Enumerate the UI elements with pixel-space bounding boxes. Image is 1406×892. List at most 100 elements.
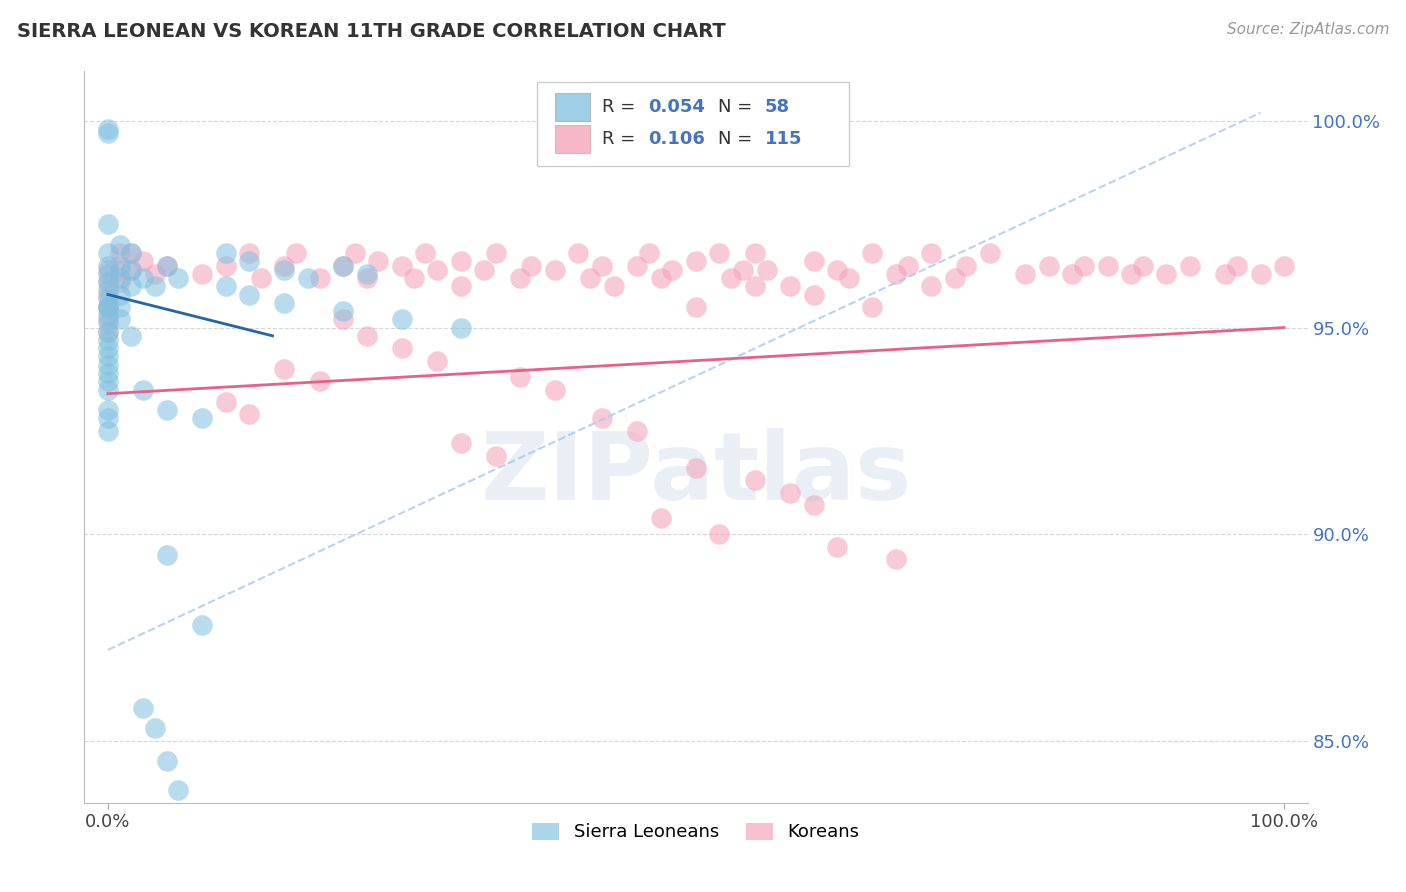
Koreans: [744, 246, 766, 260]
Koreans: [838, 271, 860, 285]
Sierra Leoneans: [156, 259, 179, 273]
Text: N =: N =: [718, 130, 758, 148]
Sierra Leoneans: [132, 383, 155, 397]
Koreans: [238, 246, 260, 260]
Koreans: [591, 259, 613, 273]
Koreans: [779, 486, 801, 500]
Koreans: [1121, 267, 1143, 281]
Sierra Leoneans: [97, 341, 120, 355]
Text: SIERRA LEONEAN VS KOREAN 11TH GRADE CORRELATION CHART: SIERRA LEONEAN VS KOREAN 11TH GRADE CORR…: [17, 22, 725, 41]
Koreans: [509, 271, 531, 285]
Koreans: [238, 408, 260, 422]
Sierra Leoneans: [97, 267, 120, 281]
Koreans: [720, 271, 742, 285]
Sierra Leoneans: [97, 217, 120, 231]
Sierra Leoneans: [108, 312, 131, 326]
Legend: Sierra Leoneans, Koreans: Sierra Leoneans, Koreans: [524, 815, 868, 848]
Koreans: [955, 259, 977, 273]
FancyBboxPatch shape: [537, 82, 849, 167]
Sierra Leoneans: [143, 722, 166, 736]
Koreans: [1132, 259, 1154, 273]
Koreans: [744, 279, 766, 293]
Koreans: [579, 271, 602, 285]
Koreans: [249, 271, 271, 285]
Bar: [555, 126, 589, 153]
Sierra Leoneans: [97, 403, 120, 417]
Sierra Leoneans: [108, 287, 131, 301]
Sierra Leoneans: [97, 333, 120, 347]
Koreans: [650, 510, 672, 524]
Koreans: [143, 267, 166, 281]
Koreans: [825, 262, 848, 277]
Koreans: [1014, 267, 1036, 281]
Sierra Leoneans: [214, 279, 236, 293]
Text: N =: N =: [718, 98, 758, 116]
Sierra Leoneans: [132, 271, 155, 285]
Koreans: [332, 312, 354, 326]
Text: Source: ZipAtlas.com: Source: ZipAtlas.com: [1226, 22, 1389, 37]
Koreans: [626, 424, 648, 438]
Sierra Leoneans: [97, 292, 120, 306]
Koreans: [567, 246, 589, 260]
Koreans: [638, 246, 661, 260]
Sierra Leoneans: [97, 366, 120, 380]
Sierra Leoneans: [108, 300, 131, 314]
Sierra Leoneans: [97, 275, 120, 289]
Koreans: [485, 449, 508, 463]
Sierra Leoneans: [120, 246, 142, 260]
Koreans: [779, 279, 801, 293]
Sierra Leoneans: [191, 618, 214, 632]
Sierra Leoneans: [273, 295, 295, 310]
Koreans: [897, 259, 920, 273]
Text: 0.106: 0.106: [648, 130, 706, 148]
Sierra Leoneans: [238, 287, 260, 301]
Koreans: [591, 411, 613, 425]
Sierra Leoneans: [356, 267, 378, 281]
Sierra Leoneans: [97, 411, 120, 425]
Koreans: [367, 254, 389, 268]
Koreans: [285, 246, 308, 260]
Sierra Leoneans: [391, 312, 413, 326]
Koreans: [1097, 259, 1119, 273]
Koreans: [803, 287, 825, 301]
Sierra Leoneans: [156, 548, 179, 562]
Sierra Leoneans: [297, 271, 319, 285]
Koreans: [450, 279, 472, 293]
Koreans: [97, 262, 120, 277]
Sierra Leoneans: [97, 300, 120, 314]
Koreans: [356, 271, 378, 285]
Sierra Leoneans: [167, 783, 190, 797]
Koreans: [308, 374, 330, 388]
Koreans: [860, 300, 883, 314]
Koreans: [920, 279, 942, 293]
Koreans: [97, 300, 120, 314]
Koreans: [731, 262, 754, 277]
Sierra Leoneans: [450, 320, 472, 334]
Koreans: [626, 259, 648, 273]
Koreans: [744, 474, 766, 488]
Sierra Leoneans: [108, 238, 131, 252]
Koreans: [450, 254, 472, 268]
Koreans: [520, 259, 543, 273]
Koreans: [97, 287, 120, 301]
Sierra Leoneans: [97, 325, 120, 339]
Sierra Leoneans: [97, 259, 120, 273]
Koreans: [485, 246, 508, 260]
Koreans: [650, 271, 672, 285]
Koreans: [860, 246, 883, 260]
Sierra Leoneans: [167, 271, 190, 285]
Sierra Leoneans: [108, 259, 131, 273]
Koreans: [472, 262, 495, 277]
Koreans: [755, 262, 778, 277]
Koreans: [602, 279, 624, 293]
Koreans: [509, 370, 531, 384]
Koreans: [685, 254, 707, 268]
Koreans: [544, 262, 567, 277]
Koreans: [920, 246, 942, 260]
Koreans: [544, 383, 567, 397]
Sierra Leoneans: [97, 308, 120, 322]
Text: 58: 58: [765, 98, 790, 116]
Sierra Leoneans: [97, 126, 120, 140]
Sierra Leoneans: [332, 304, 354, 318]
Koreans: [97, 275, 120, 289]
